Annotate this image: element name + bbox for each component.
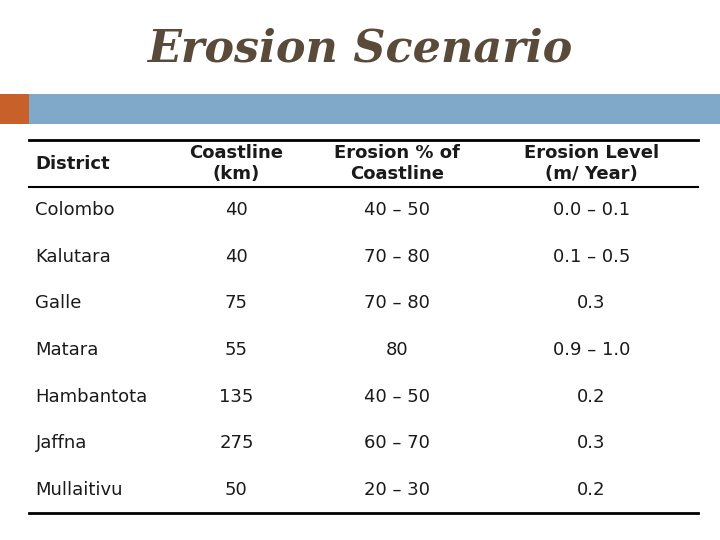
Text: 70 – 80: 70 – 80 [364, 294, 430, 313]
Text: 0.0 – 0.1: 0.0 – 0.1 [553, 201, 630, 219]
Text: 20 – 30: 20 – 30 [364, 481, 430, 499]
Text: Hambantota: Hambantota [35, 388, 148, 406]
Text: 0.3: 0.3 [577, 434, 606, 452]
Text: Jaffna: Jaffna [35, 434, 87, 452]
Text: 60 – 70: 60 – 70 [364, 434, 430, 452]
Text: Erosion % of
Coastline: Erosion % of Coastline [334, 144, 460, 183]
Text: 55: 55 [225, 341, 248, 359]
Text: 135: 135 [219, 388, 253, 406]
Text: 0.2: 0.2 [577, 388, 606, 406]
Text: Colombo: Colombo [35, 201, 115, 219]
Text: Kalutara: Kalutara [35, 248, 112, 266]
Bar [0, 94, 29, 124]
Text: 40 – 50: 40 – 50 [364, 201, 430, 219]
Text: 0.3: 0.3 [577, 294, 606, 313]
Text: Coastline
(km): Coastline (km) [189, 144, 284, 183]
Text: 0.1 – 0.5: 0.1 – 0.5 [552, 248, 630, 266]
Text: 0.9 – 1.0: 0.9 – 1.0 [552, 341, 630, 359]
Text: 40: 40 [225, 248, 248, 266]
Text: 40: 40 [225, 201, 248, 219]
Text: 40 – 50: 40 – 50 [364, 388, 430, 406]
Bar [29, 94, 720, 124]
Text: 70 – 80: 70 – 80 [364, 248, 430, 266]
Text: 275: 275 [219, 434, 253, 452]
Text: 0.2: 0.2 [577, 481, 606, 499]
Text: District: District [35, 154, 110, 173]
Text: 80: 80 [386, 341, 408, 359]
Text: Galle: Galle [35, 294, 82, 313]
Text: Matara: Matara [35, 341, 99, 359]
Text: Erosion Level
(m/ Year): Erosion Level (m/ Year) [523, 144, 659, 183]
Text: Erosion Scenario: Erosion Scenario [148, 27, 572, 70]
Text: 50: 50 [225, 481, 248, 499]
Text: 75: 75 [225, 294, 248, 313]
Text: Mullaitivu: Mullaitivu [35, 481, 123, 499]
